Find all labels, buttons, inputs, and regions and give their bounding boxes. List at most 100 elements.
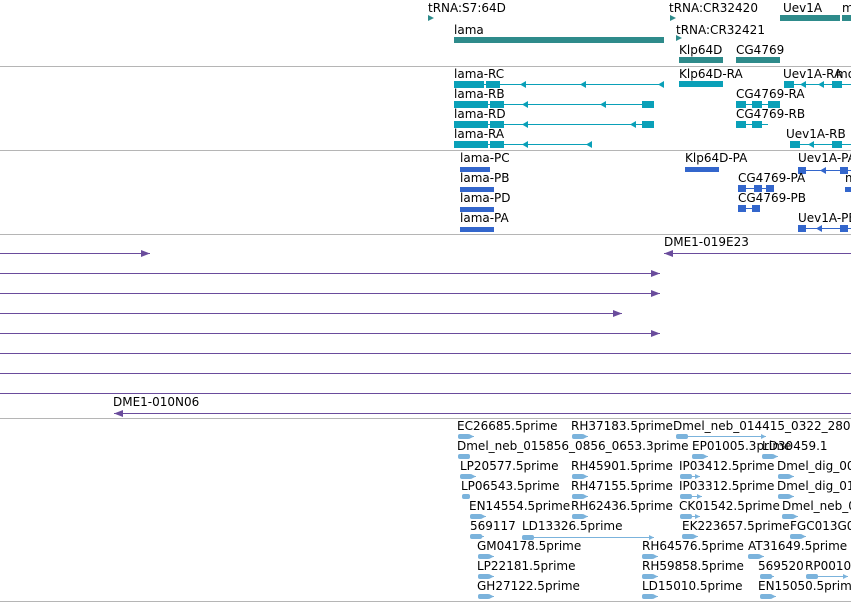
- clones-feature[interactable]: [0, 290, 660, 297]
- ests-feature[interactable]: RH59858.5prime: [642, 559, 744, 579]
- exon-block[interactable]: [798, 167, 806, 174]
- est-block[interactable]: [458, 434, 470, 439]
- ests-feature[interactable]: IP03312.5prime: [679, 479, 774, 499]
- exon-block[interactable]: [454, 141, 488, 148]
- ests-feature[interactable]: RP0010: [805, 559, 851, 579]
- genes-feature[interactable]: mod: [842, 1, 851, 21]
- proteins-feature[interactable]: CG4769-PA: [738, 171, 806, 192]
- genes-feature[interactable]: tRNA:S7:64D: [428, 1, 506, 21]
- est-block[interactable]: [778, 474, 790, 479]
- proteins-feature[interactable]: lama-PD: [460, 191, 511, 212]
- feature-bar[interactable]: [460, 227, 494, 232]
- est-block[interactable]: [478, 574, 490, 579]
- ests-feature[interactable]: LP20577.5prime: [460, 459, 559, 479]
- genes-feature[interactable]: Uev1A: [780, 1, 840, 21]
- ests-feature[interactable]: 569117: [470, 519, 516, 539]
- exon-block[interactable]: [490, 101, 504, 108]
- clones-feature[interactable]: [0, 310, 622, 317]
- clones-feature[interactable]: [0, 330, 660, 337]
- exon-block[interactable]: [642, 121, 654, 128]
- feature-bar[interactable]: [454, 37, 664, 43]
- ests-feature[interactable]: Dmel_neb_0: [782, 499, 851, 519]
- proteins-feature[interactable]: Uev1A-PA: [798, 151, 851, 174]
- feature-bar[interactable]: [460, 187, 494, 192]
- exon-block[interactable]: [738, 205, 746, 212]
- transcripts-feature[interactable]: Klp64D-RA: [679, 67, 744, 87]
- feature-marker[interactable]: [676, 35, 682, 41]
- ests-feature[interactable]: LD30459.1: [762, 439, 828, 459]
- ests-feature[interactable]: RH45901.5prime: [571, 459, 673, 479]
- feature-bar[interactable]: [679, 57, 723, 63]
- transcripts-feature[interactable]: Uev1A-RB: [786, 127, 851, 148]
- transcripts-feature[interactable]: CG4769-RA: [736, 87, 805, 108]
- exon-block[interactable]: [768, 101, 780, 108]
- ests-feature[interactable]: AT31649.5prime: [748, 539, 847, 559]
- transcripts-feature[interactable]: mod-RA: [836, 67, 851, 81]
- exon-block[interactable]: [766, 185, 774, 192]
- est-block[interactable]: [572, 514, 584, 519]
- ests-feature[interactable]: Dmel_dig_01: [777, 479, 851, 499]
- exon-block[interactable]: [490, 121, 504, 128]
- ests-feature[interactable]: EK223657.5prime: [682, 519, 790, 539]
- proteins-feature[interactable]: CG4769-PB: [738, 191, 806, 212]
- proteins-feature[interactable]: Uev1A-PB: [798, 211, 851, 232]
- genes-feature[interactable]: lama: [454, 23, 664, 43]
- feature-bar[interactable]: [460, 167, 490, 172]
- ests-feature[interactable]: Dmel_neb_014415_0322_2800: [673, 419, 851, 439]
- ests-feature[interactable]: EP01005.3prime: [692, 439, 791, 459]
- ests-feature[interactable]: FGC013G0: [790, 519, 851, 539]
- transcripts-feature[interactable]: lama-RC: [454, 67, 664, 88]
- ests-feature[interactable]: GM04178.5prime: [477, 539, 581, 559]
- est-block[interactable]: [760, 594, 772, 599]
- exon-block[interactable]: [454, 81, 484, 88]
- exon-block[interactable]: [752, 121, 762, 128]
- ests-feature[interactable]: CK01542.5prime: [679, 499, 780, 519]
- exon-block[interactable]: [752, 101, 762, 108]
- genes-feature[interactable]: Klp64D: [679, 43, 723, 63]
- exon-block[interactable]: [736, 101, 746, 108]
- est-block[interactable]: [642, 574, 654, 579]
- est-block[interactable]: [522, 535, 534, 540]
- ests-feature[interactable]: LD13326.5prime: [522, 519, 654, 540]
- feature-bar[interactable]: [685, 167, 719, 172]
- ests-feature[interactable]: RH47155.5prime: [571, 479, 673, 499]
- clones-feature[interactable]: DME1-019E23: [664, 235, 851, 257]
- est-block[interactable]: [680, 474, 692, 479]
- est-block[interactable]: [572, 474, 584, 479]
- proteins-feature[interactable]: lama-PB: [460, 171, 510, 192]
- est-block[interactable]: [470, 514, 482, 519]
- est-track[interactable]: EC26685.5prime RH37183.5prime Dmel_neb_014…: [457, 419, 851, 599]
- ests-feature[interactable]: EC26685.5prime: [457, 419, 558, 439]
- exon-block[interactable]: [486, 81, 500, 88]
- feature-marker[interactable]: [670, 15, 676, 21]
- feature-bar[interactable]: [845, 187, 851, 192]
- exon-block[interactable]: [832, 141, 842, 148]
- transcripts-feature[interactable]: lama-RA: [454, 127, 592, 148]
- ests-feature[interactable]: RH37183.5prime: [571, 419, 673, 439]
- ests-feature[interactable]: LD15010.5prime: [642, 579, 743, 599]
- ests-feature[interactable]: 569520: [758, 559, 804, 579]
- proteins-feature[interactable]: lama-PA: [460, 211, 510, 232]
- est-block[interactable]: [806, 574, 818, 579]
- ests-feature[interactable]: GH27122.5prime: [477, 579, 580, 599]
- genes-feature[interactable]: tRNA:CR32421: [676, 23, 765, 41]
- est-block[interactable]: [680, 514, 692, 519]
- exon-block[interactable]: [454, 101, 488, 108]
- exon-block[interactable]: [832, 81, 842, 88]
- exon-block[interactable]: [736, 121, 746, 128]
- est-block[interactable]: [478, 554, 490, 559]
- ests-feature[interactable]: LP22181.5prime: [477, 559, 576, 579]
- gene-track[interactable]: tRNA:S7:64D tRNA:CR32420 Uev1A mod lama tRNA:…: [428, 1, 851, 63]
- transcripts-feature[interactable]: lama-RD: [454, 107, 654, 128]
- protein-track[interactable]: lama-PC Klp64D-PA Uev1A-PA lama-PB CG4769-PA…: [460, 151, 851, 232]
- est-block[interactable]: [642, 594, 654, 599]
- transcripts-feature[interactable]: Uev1A-RA: [783, 67, 851, 88]
- est-block[interactable]: [762, 454, 774, 459]
- clone-track[interactable]: DME1-019E23 DME1-010N06: [0, 235, 851, 417]
- ests-feature[interactable]: RH64576.5prime: [642, 539, 744, 559]
- exon-block[interactable]: [642, 101, 654, 108]
- feature-marker[interactable]: [428, 15, 434, 21]
- feature-bar[interactable]: [780, 15, 840, 21]
